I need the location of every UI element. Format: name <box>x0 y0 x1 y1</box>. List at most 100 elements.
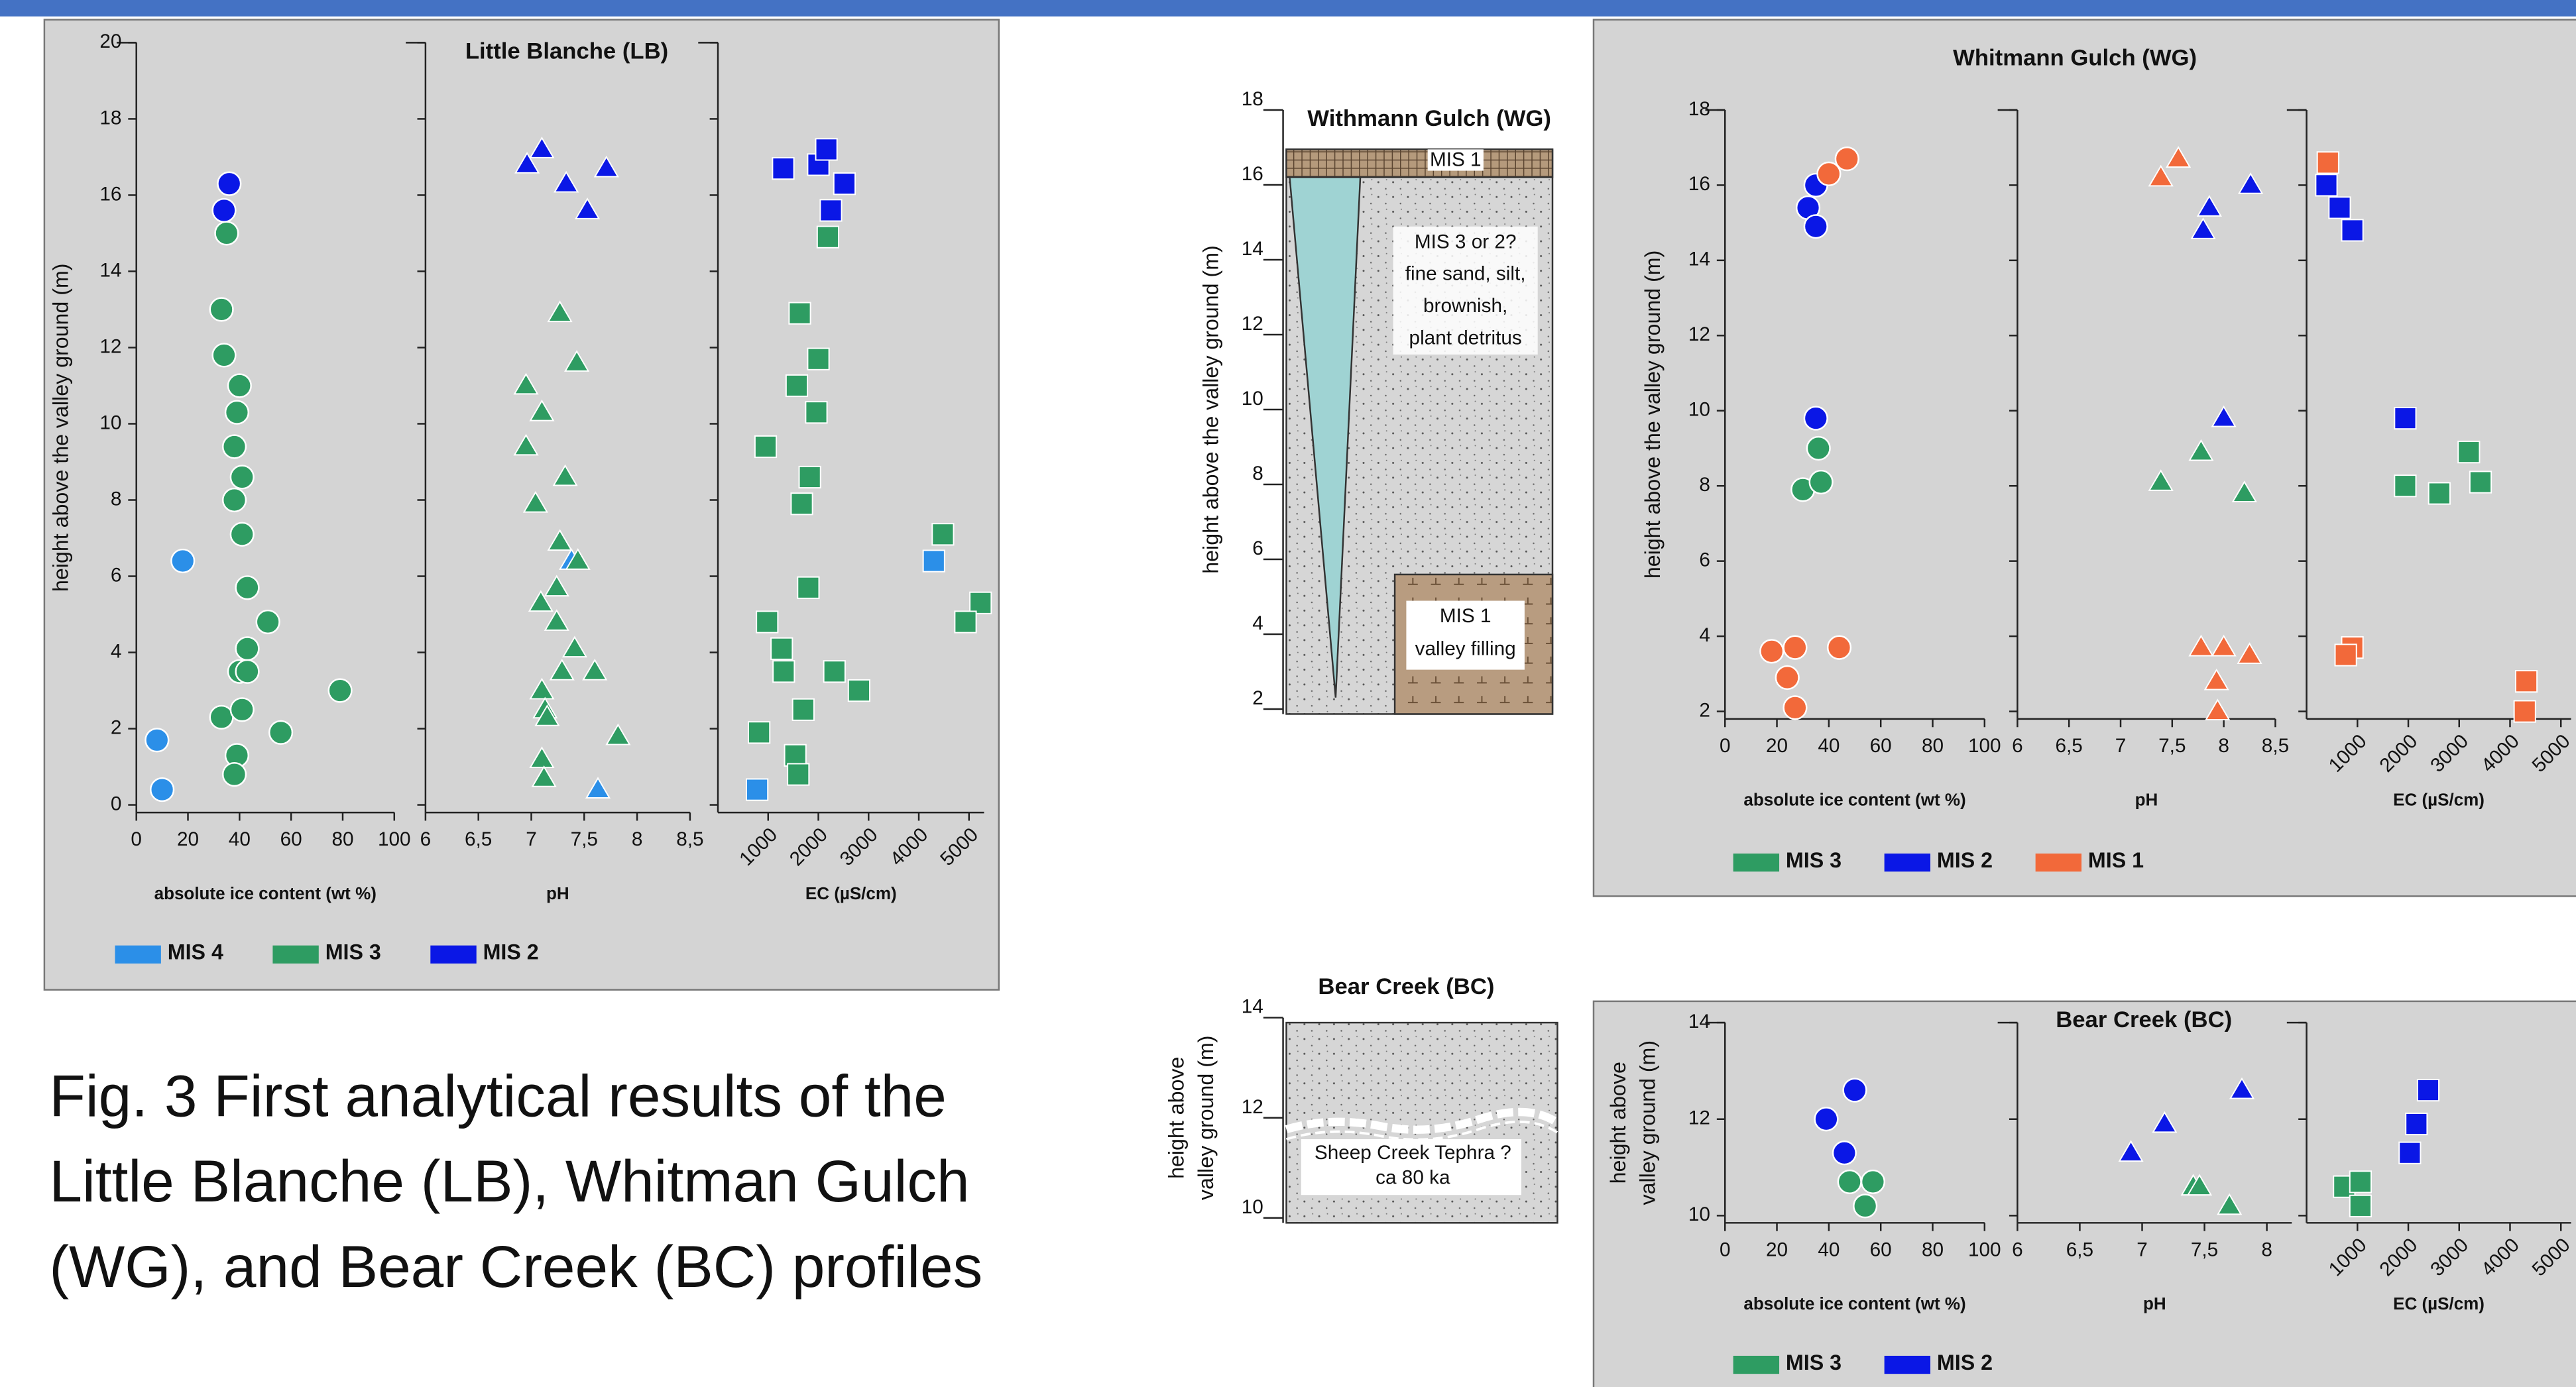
data-point <box>547 529 573 551</box>
panel-background <box>1592 1000 2576 1387</box>
data-point <box>772 157 795 180</box>
data-point <box>2457 441 2481 464</box>
data-point <box>255 609 280 635</box>
data-point <box>1803 214 1828 239</box>
data-point <box>209 704 234 730</box>
data-point <box>549 658 575 681</box>
x-axis-label: absolute ice content (wt %) <box>1743 1294 1965 1313</box>
x-tick-label: 7,5 <box>571 828 598 850</box>
legend-swatch <box>272 945 319 964</box>
x-tick-label: 20 <box>1766 1239 1788 1260</box>
data-point <box>150 777 175 803</box>
data-point <box>528 590 554 612</box>
data-point <box>754 435 778 459</box>
y-tick-label: 8 <box>1699 474 1710 496</box>
data-point <box>2428 482 2451 505</box>
data-point <box>221 761 247 787</box>
data-point <box>770 637 793 660</box>
data-point <box>229 465 255 490</box>
data-point <box>209 297 234 322</box>
x-tick-label: 20 <box>1766 735 1788 757</box>
x-tick-label: 6 <box>420 828 432 850</box>
x-tick-label: 100 <box>378 828 411 850</box>
layer-label: fine sand, silt, <box>1405 263 1526 285</box>
data-point <box>2349 1194 2372 1217</box>
x-tick-label: 40 <box>1818 1239 1840 1260</box>
layer-label: MIS 1 <box>1440 605 1492 627</box>
top-layer <box>1285 148 1554 178</box>
data-point <box>2203 668 2229 691</box>
x-tick-label: 0 <box>131 828 142 850</box>
y-tick-label: 6 <box>1699 549 1710 571</box>
data-point <box>1803 406 1828 431</box>
data-point <box>217 171 242 196</box>
data-point <box>785 374 809 398</box>
data-point <box>1842 1078 1867 1103</box>
legend-label: MIS 3 <box>1786 848 1842 872</box>
data-point <box>544 575 569 597</box>
layer-label: Sheep Creek Tephra ? <box>1315 1142 1511 1164</box>
layer-label: brownish, <box>1423 295 1507 317</box>
data-point <box>170 548 196 574</box>
chart-panel: Little Blanche (LB) height above the vall… <box>43 19 1000 991</box>
data-point <box>235 636 260 661</box>
data-point <box>1832 1140 1857 1166</box>
y-tick-label: 14 <box>99 259 121 281</box>
y-tick-label: 10 <box>1688 1203 1710 1225</box>
data-point <box>554 170 579 193</box>
y-tick-label: 16 <box>1242 163 1263 185</box>
data-point <box>816 225 840 249</box>
data-point <box>2190 217 2216 239</box>
data-point <box>145 728 170 753</box>
legend-label: MIS 3 <box>325 940 381 964</box>
data-point <box>954 610 977 634</box>
data-point <box>819 199 843 222</box>
y-tick-label: 10 <box>99 412 121 433</box>
y-tick-label: 8 <box>1252 463 1263 484</box>
data-point <box>529 746 555 768</box>
y-tick-label: 16 <box>99 183 121 205</box>
x-axis-label: EC (µS/cm) <box>2393 790 2485 810</box>
y-tick-label: 4 <box>1252 612 1263 634</box>
data-point <box>229 697 255 722</box>
x-tick-label: 20 <box>177 828 199 850</box>
data-point <box>593 155 619 178</box>
x-tick-label: 7 <box>2115 735 2127 757</box>
x-tick-label: 40 <box>1818 735 1840 757</box>
data-point <box>1816 161 1842 186</box>
y-tick-label: 16 <box>1688 173 1710 195</box>
data-point <box>2205 698 2231 720</box>
data-point <box>1808 469 1834 495</box>
data-point <box>513 372 539 395</box>
data-point <box>224 400 250 425</box>
x-tick-label: 8,5 <box>676 828 703 850</box>
y-axis-label: valley ground (m) <box>1636 1040 1660 1205</box>
chart-title: Whitmann Gulch (WG) <box>1953 45 2197 70</box>
data-point <box>2237 642 2262 664</box>
data-point <box>221 487 247 513</box>
data-point <box>2196 195 2222 217</box>
data-point <box>561 636 587 658</box>
y-axis-label: height above the valley ground (m) <box>1199 245 1222 573</box>
data-point <box>2217 1193 2243 1215</box>
y-axis-label: height above <box>1164 1057 1188 1179</box>
x-tick-label: 8,5 <box>2262 735 2289 757</box>
ice-wedge <box>1289 176 1362 698</box>
x-axis-label: pH <box>2135 790 2158 810</box>
data-point <box>229 522 255 547</box>
y-tick-label: 12 <box>99 335 121 357</box>
x-tick-label: 0 <box>1720 735 1731 757</box>
caption-line: Fig. 3 First analytical results of the <box>49 1062 947 1129</box>
x-tick-label: 60 <box>280 828 302 850</box>
y-tick-label: 18 <box>1688 98 1710 120</box>
x-axis-label: absolute ice content (wt %) <box>1743 790 1965 810</box>
data-point <box>552 464 578 486</box>
chart-panel: Whitmann Gulch (WG) height above the vall… <box>1592 19 2576 897</box>
y-tick-label: 18 <box>1242 88 1263 110</box>
data-point <box>2328 196 2351 219</box>
data-point <box>564 350 590 372</box>
chart-title: Bear Creek (BC) <box>2056 1007 2232 1032</box>
data-point <box>787 763 810 786</box>
data-point <box>2405 1112 2428 1136</box>
data-point <box>823 660 846 683</box>
